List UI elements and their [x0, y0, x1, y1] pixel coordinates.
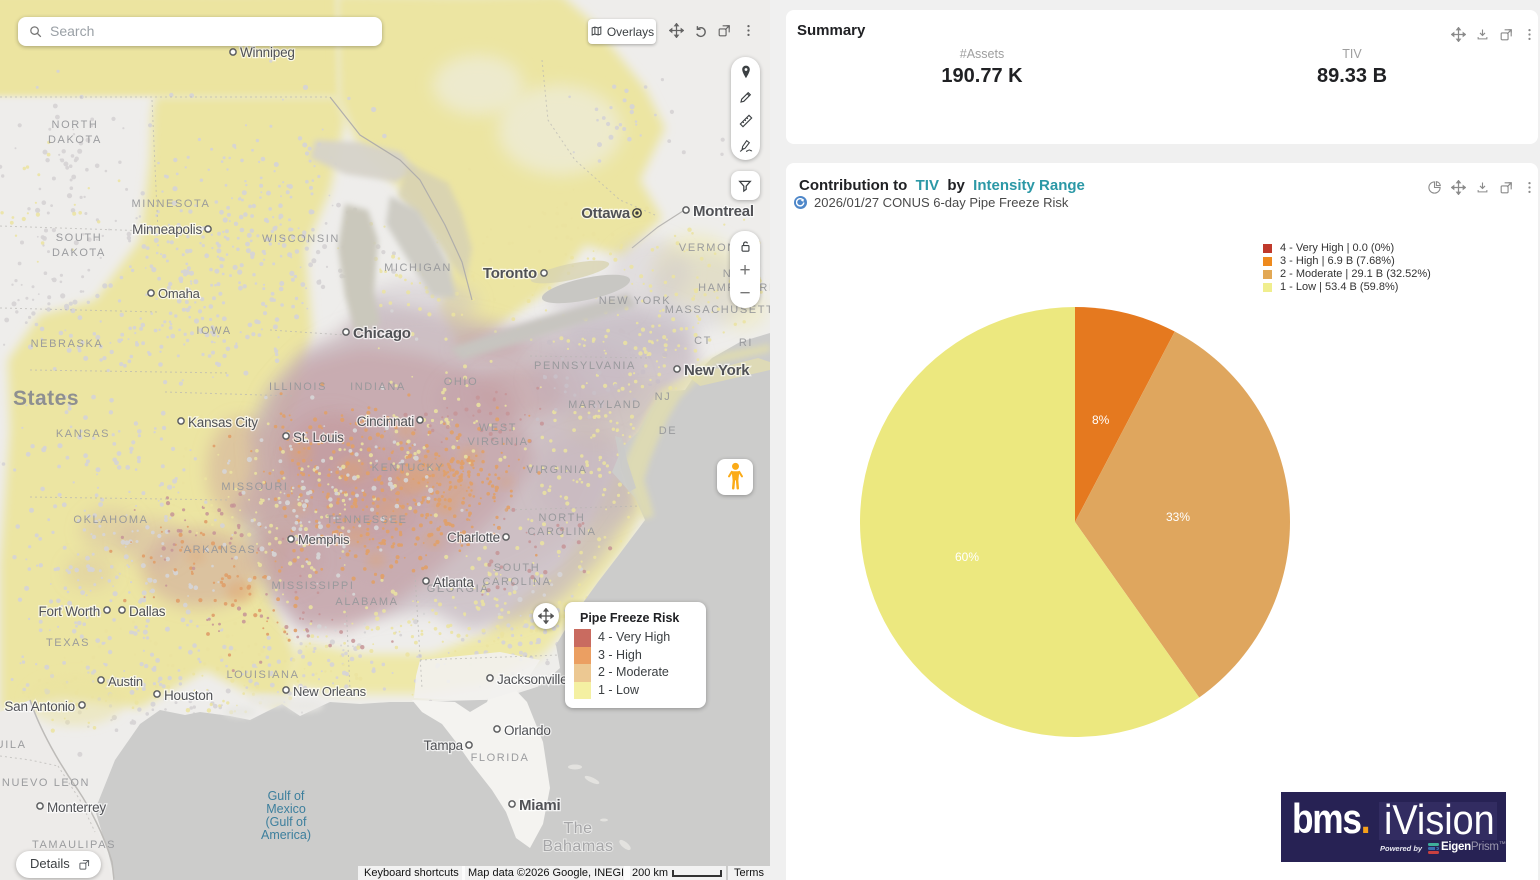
svg-text:New Orleans: New Orleans [293, 684, 367, 699]
svg-text:Ottawa: Ottawa [581, 205, 631, 222]
svg-text:Monterrey: Monterrey [47, 800, 106, 815]
svg-text:TENNESSEE: TENNESSEE [326, 514, 407, 526]
svg-text:Chicago: Chicago [353, 325, 411, 342]
svg-text:ARKANSAS: ARKANSAS [184, 544, 257, 556]
svg-text:Memphis: Memphis [298, 532, 350, 547]
svg-text:TEXAS: TEXAS [46, 637, 90, 649]
svg-text:TAMAULIPAS: TAMAULIPAS [32, 839, 116, 851]
svg-text:NEW YORK: NEW YORK [599, 295, 672, 307]
svg-text:PENNSYLVANIA: PENNSYLVANIA [534, 360, 636, 372]
svg-text:Jacksonville: Jacksonville [497, 672, 567, 687]
svg-text:Mexico: Mexico [266, 802, 306, 816]
svg-text:NJ: NJ [655, 391, 672, 403]
svg-text:St. Louis: St. Louis [293, 430, 344, 445]
svg-text:CAROLINA: CAROLINA [527, 526, 596, 538]
svg-text:Houston: Houston [164, 688, 213, 703]
svg-text:VERMONT: VERMONT [679, 242, 745, 254]
svg-text:33%: 33% [1166, 510, 1190, 524]
svg-text:COAHUILA: COAHUILA [0, 739, 27, 751]
svg-text:Dallas: Dallas [129, 604, 166, 619]
svg-text:60%: 60% [955, 550, 979, 564]
svg-text:ALABAMA: ALABAMA [335, 596, 398, 608]
svg-text:MISSISSIPPI: MISSISSIPPI [271, 580, 354, 592]
svg-text:Miami: Miami [519, 797, 561, 814]
svg-text:SOUTH: SOUTH [56, 232, 103, 244]
svg-text:CT: CT [694, 335, 712, 347]
svg-text:FLORIDA: FLORIDA [471, 752, 530, 764]
svg-text:NORTH: NORTH [539, 512, 586, 524]
svg-text:ILLINOIS: ILLINOIS [269, 381, 327, 393]
svg-text:MICHIGAN: MICHIGAN [384, 262, 452, 274]
svg-text:INDIANA: INDIANA [350, 381, 406, 393]
svg-text:CAROLINA: CAROLINA [482, 576, 551, 588]
svg-text:KANSAS: KANSAS [56, 428, 110, 440]
svg-text:MASSACHUSETTS: MASSACHUSETTS [665, 304, 770, 316]
svg-text:Gulf of: Gulf of [268, 789, 305, 803]
svg-text:OHIO: OHIO [444, 376, 479, 388]
svg-text:OKLAHOMA: OKLAHOMA [73, 514, 148, 526]
svg-text:Montreal: Montreal [693, 203, 754, 220]
svg-text:Kansas City: Kansas City [188, 415, 258, 430]
svg-text:Atlanta: Atlanta [433, 575, 474, 590]
svg-text:America): America) [261, 828, 311, 842]
svg-text:Fort Worth: Fort Worth [38, 604, 100, 619]
svg-text:Omaha: Omaha [158, 286, 201, 301]
svg-text:LOUISIANA: LOUISIANA [226, 669, 299, 681]
svg-text:MISSOURI: MISSOURI [221, 481, 288, 493]
svg-text:DE: DE [659, 425, 677, 437]
svg-text:New York: New York [684, 362, 750, 379]
svg-text:(Gulf of: (Gulf of [266, 815, 308, 829]
svg-text:Tampa: Tampa [423, 738, 463, 753]
svg-text:8%: 8% [1092, 413, 1110, 427]
svg-text:The: The [563, 820, 592, 837]
svg-text:San Antonio: San Antonio [4, 699, 75, 714]
svg-text:KENTUCKY: KENTUCKY [372, 462, 445, 474]
svg-text:States: States [13, 387, 79, 410]
svg-text:VIRGINIA: VIRGINIA [467, 436, 528, 448]
svg-text:DAKOTA: DAKOTA [52, 247, 106, 259]
svg-text:MARYLAND: MARYLAND [568, 399, 642, 411]
svg-text:GEORGIA: GEORGIA [427, 583, 490, 595]
svg-text:WISCONSIN: WISCONSIN [262, 233, 340, 245]
svg-text:VIRGINIA: VIRGINIA [526, 464, 587, 476]
svg-text:NORTH: NORTH [52, 119, 99, 131]
svg-text:Minneapolis: Minneapolis [132, 222, 202, 237]
svg-text:MINNESOTA: MINNESOTA [132, 198, 211, 210]
svg-text:NUEVO LEON: NUEVO LEON [2, 777, 90, 789]
svg-text:Cincinnati: Cincinnati [357, 414, 414, 429]
svg-text:Charlotte: Charlotte [447, 530, 500, 545]
svg-text:DAKOTA: DAKOTA [48, 134, 102, 146]
svg-text:Winnipeg: Winnipeg [240, 45, 295, 60]
svg-text:Austin: Austin [108, 674, 143, 689]
svg-text:SOUTH: SOUTH [494, 562, 541, 574]
svg-text:WEST: WEST [479, 422, 517, 434]
svg-text:Bahamas: Bahamas [542, 838, 613, 855]
svg-text:RI: RI [739, 337, 753, 349]
svg-text:IOWA: IOWA [196, 325, 231, 337]
svg-text:Toronto: Toronto [483, 265, 537, 282]
svg-text:Orlando: Orlando [504, 723, 551, 738]
svg-text:NEBRASKA: NEBRASKA [31, 338, 104, 350]
